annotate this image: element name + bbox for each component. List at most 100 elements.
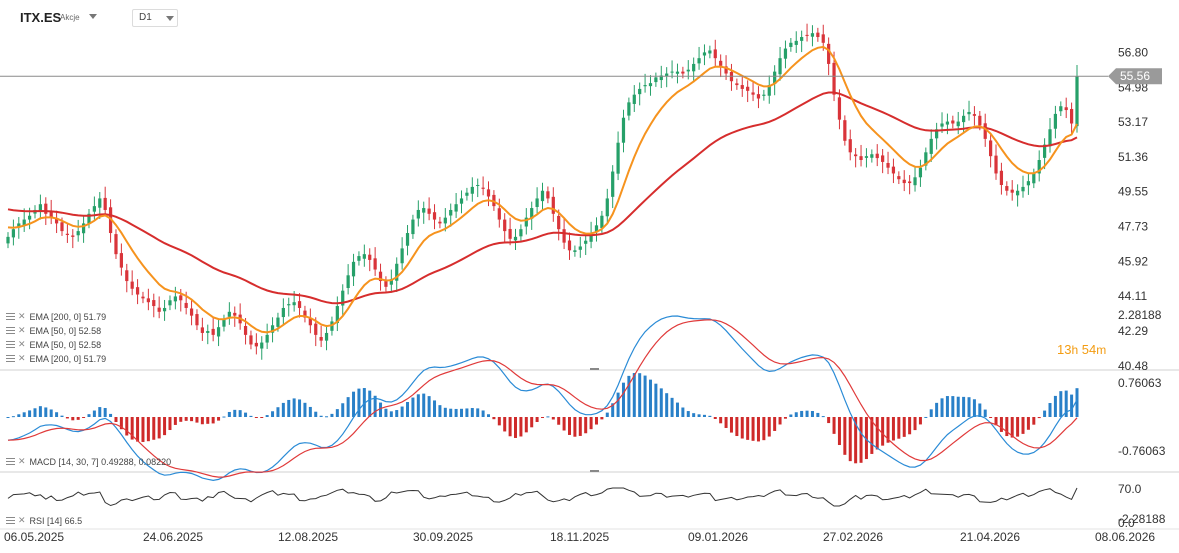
- settings-lines-icon[interactable]: [6, 313, 15, 320]
- candle-body: [638, 88, 642, 95]
- macd-bar: [98, 407, 102, 417]
- macd-bar: [481, 410, 485, 417]
- candle-body: [1010, 189, 1014, 193]
- settings-lines-icon[interactable]: [6, 327, 15, 334]
- close-icon[interactable]: ✕: [18, 353, 26, 363]
- macd-bar: [373, 395, 377, 417]
- time-tick-label: 12.08.2025: [278, 530, 338, 544]
- settings-lines-icon[interactable]: [6, 355, 15, 362]
- instrument-symbol[interactable]: ITX.ES: [20, 10, 62, 25]
- rsi-legend[interactable]: ✕ RSI [14] 66.5: [6, 515, 82, 526]
- close-icon[interactable]: ✕: [18, 339, 26, 349]
- macd-bar: [578, 417, 582, 436]
- macd-bar: [902, 417, 906, 437]
- candle-body: [654, 77, 658, 83]
- macd-bar: [179, 417, 183, 422]
- rsi-line: [7, 487, 1078, 507]
- macd-bar: [211, 417, 215, 424]
- candle-body: [314, 323, 318, 335]
- candle: [999, 162, 1004, 195]
- macd-bar: [648, 379, 652, 417]
- macd-bar: [1010, 417, 1014, 438]
- candle-body: [179, 295, 183, 301]
- candle: [875, 144, 879, 167]
- candle: [778, 46, 782, 81]
- candle-body: [805, 34, 809, 36]
- candle-body: [146, 298, 150, 303]
- macd-bar: [119, 417, 123, 430]
- candle-body: [794, 40, 798, 45]
- candle-body: [978, 115, 982, 126]
- candle: [557, 209, 561, 241]
- macd-bar: [697, 414, 701, 417]
- macd-bar: [643, 375, 647, 417]
- candle: [665, 67, 669, 88]
- macd-bar: [945, 396, 949, 417]
- candle-body: [945, 121, 950, 125]
- candle: [351, 253, 356, 286]
- candle-body: [756, 94, 761, 99]
- candle-body: [546, 191, 550, 199]
- close-icon[interactable]: ✕: [18, 456, 26, 466]
- candle: [1032, 168, 1036, 189]
- candle: [249, 330, 253, 350]
- candle: [125, 263, 129, 293]
- candle-body: [71, 235, 75, 237]
- legend-row-3[interactable]: ✕ EMA [50, 0] 52.58: [6, 339, 101, 350]
- candle-body: [989, 140, 993, 157]
- candle-body: [702, 52, 707, 56]
- close-icon[interactable]: ✕: [18, 325, 26, 335]
- candle-body: [362, 254, 366, 259]
- candle: [573, 245, 577, 257]
- close-icon[interactable]: ✕: [18, 311, 26, 321]
- macd-bar: [55, 412, 59, 417]
- macd-bar: [28, 410, 32, 417]
- candle-body: [303, 310, 307, 318]
- symbol-dropdown-icon[interactable]: [89, 14, 97, 19]
- macd-bar: [1016, 417, 1020, 437]
- candle-body: [810, 33, 815, 37]
- candle-body: [908, 181, 912, 184]
- candle-body: [44, 203, 48, 214]
- timeframe-select[interactable]: D1: [132, 9, 178, 27]
- candle-body: [594, 225, 599, 232]
- candle: [335, 296, 339, 332]
- candle: [465, 187, 469, 201]
- candle-body: [222, 319, 226, 327]
- candle-body: [783, 48, 788, 59]
- macd-bar: [994, 417, 998, 426]
- macd-bar: [125, 417, 129, 436]
- close-icon[interactable]: ✕: [18, 515, 26, 525]
- legend-row-2[interactable]: ✕ EMA [50, 0] 52.58: [6, 325, 101, 336]
- macd-bar: [265, 415, 269, 417]
- candle: [702, 44, 707, 66]
- candle-body: [6, 236, 10, 244]
- candle-body: [470, 186, 474, 194]
- macd-bar: [465, 408, 469, 417]
- price-tick-label: 53.17: [1118, 115, 1148, 129]
- settings-lines-icon[interactable]: [6, 341, 15, 348]
- legend-row-1[interactable]: ✕ EMA [200, 0] 51.79: [6, 311, 106, 322]
- macd-legend[interactable]: ✕ MACD [14, 30, 7] 0.49288, 0.08220: [6, 456, 171, 467]
- macd-bar: [1070, 394, 1074, 417]
- candle: [989, 134, 993, 168]
- candle-body: [27, 215, 32, 220]
- macd-bar: [875, 417, 879, 450]
- macd-bar: [325, 416, 329, 418]
- candle-body: [983, 123, 987, 139]
- candle: [357, 251, 361, 266]
- candle-body: [454, 204, 458, 212]
- candle: [1059, 101, 1063, 117]
- settings-lines-icon[interactable]: [6, 458, 15, 465]
- candle: [567, 232, 572, 260]
- macd-bar: [503, 417, 507, 432]
- candle: [308, 308, 312, 334]
- candle-body: [778, 58, 782, 75]
- settings-lines-icon[interactable]: [6, 517, 15, 524]
- panel-resize-handle: [590, 470, 599, 472]
- legend-row-4[interactable]: ✕ EMA [200, 0] 51.79: [6, 353, 106, 364]
- price-tick-label: 40.48: [1118, 359, 1148, 373]
- candle-body: [762, 94, 766, 96]
- candle: [670, 60, 674, 79]
